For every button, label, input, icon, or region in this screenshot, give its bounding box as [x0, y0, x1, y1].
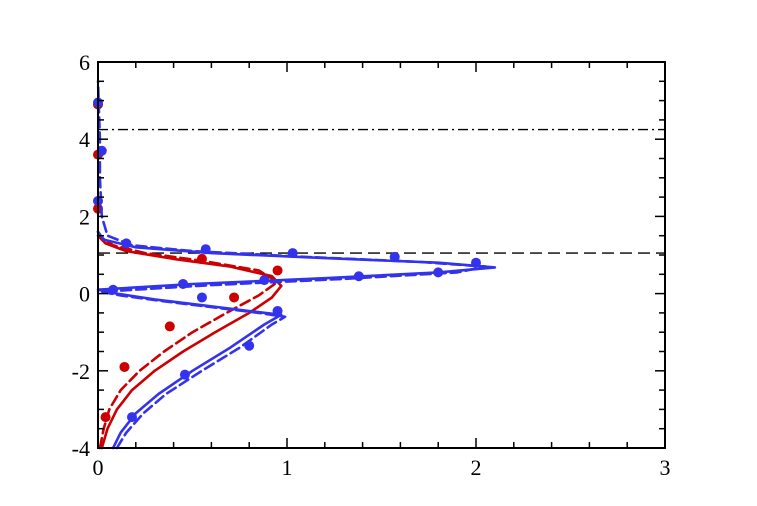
series-5-point-1 — [179, 369, 190, 380]
series-5-point-11 — [389, 251, 400, 262]
series-0-line — [96, 234, 283, 450]
series-5-point-7 — [259, 275, 270, 286]
x-tick-label: 1 — [282, 455, 293, 480]
series-4-line — [96, 80, 487, 450]
series-1-line — [96, 230, 279, 450]
series-2-point-5 — [196, 253, 207, 264]
axes — [97, 61, 666, 449]
series-5-point-5 — [108, 284, 119, 295]
series-5-point-3 — [272, 305, 283, 316]
series-2-point-4 — [272, 265, 283, 276]
series-5-point-4 — [196, 292, 207, 303]
series-2-point-2 — [164, 321, 175, 332]
series-5-point-0 — [127, 412, 138, 423]
y-tick-label: 0 — [79, 282, 90, 307]
series-2-point-0 — [100, 412, 111, 423]
series-5-point-14 — [121, 238, 132, 249]
y-tick-label: 4 — [79, 127, 90, 152]
x-tick-label: 3 — [660, 455, 671, 480]
series-5-point-8 — [353, 271, 364, 282]
y-tick-label: -4 — [72, 436, 90, 461]
series-2-point-3 — [229, 292, 240, 303]
series-layer — [93, 80, 497, 450]
x-tick-label: 2 — [471, 455, 482, 480]
y-tick-label: -2 — [72, 359, 90, 384]
y-tick-label: 2 — [79, 204, 90, 229]
series-5-point-9 — [433, 267, 444, 278]
series-5-point-16 — [96, 145, 107, 156]
series-5-point-13 — [200, 244, 211, 255]
series-5-point-10 — [471, 257, 481, 268]
x-tick-label: 0 — [93, 455, 104, 480]
series-5-point-6 — [178, 278, 189, 289]
reference-lines — [98, 128, 665, 254]
series-5-point-12 — [287, 248, 298, 259]
y-tick-label: 6 — [79, 50, 90, 75]
ticks: 0 1 2 3 -4 -2 0 2 4 6 — [72, 50, 671, 480]
plot-frame — [97, 61, 666, 449]
series-2-point-1 — [119, 361, 130, 372]
series-5-point-2 — [244, 340, 255, 351]
